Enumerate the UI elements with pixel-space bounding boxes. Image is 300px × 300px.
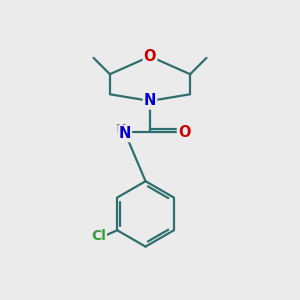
Text: N: N <box>118 126 131 141</box>
Text: O: O <box>144 49 156 64</box>
Text: Cl: Cl <box>91 229 106 243</box>
Text: O: O <box>178 125 190 140</box>
Text: N: N <box>144 94 156 109</box>
Text: H: H <box>116 123 126 136</box>
